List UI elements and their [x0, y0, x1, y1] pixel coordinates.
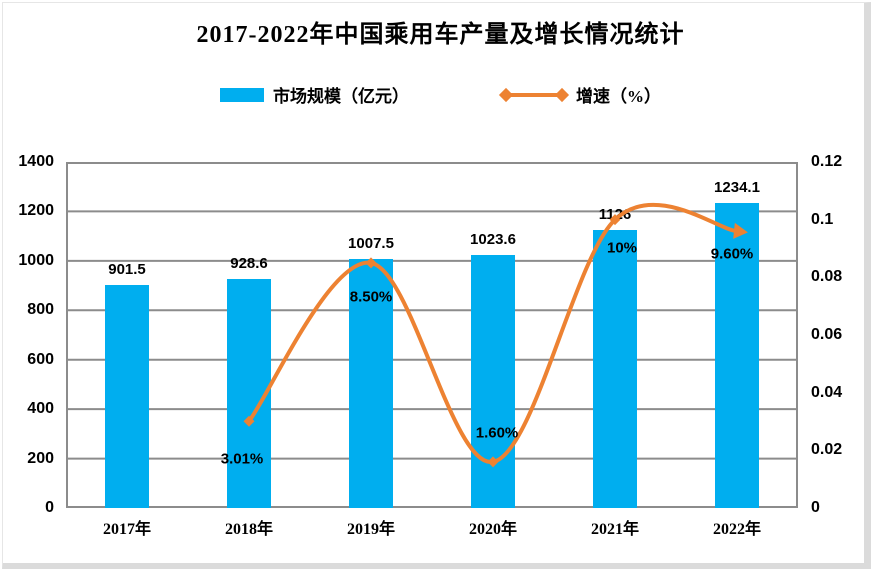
- growth-line: [243, 202, 748, 468]
- left-axis-tick: 1000: [18, 251, 54, 269]
- chart-title: 2017-2022年中国乘用车产量及增长情况统计: [196, 22, 685, 48]
- diamond-marker-icon: [365, 257, 377, 269]
- bar-series-swatch: [220, 87, 264, 102]
- diamond-marker-icon: [609, 214, 621, 226]
- line-segment-icon: [506, 92, 562, 97]
- line-end-arrow-icon: [733, 222, 748, 239]
- x-axis-label-2019年: 2019年: [346, 521, 396, 538]
- bars-layer: [66, 162, 798, 508]
- bar-value-label: 1023.6: [470, 231, 516, 249]
- right-axis-tick: 0.04: [811, 383, 843, 401]
- legend-label-market-size: 市场规模（亿元）: [273, 87, 409, 106]
- plot-area: 901.5928.61007.51023.611261234.13.01%8.5…: [18, 153, 842, 538]
- left-axis-tick: 0: [45, 499, 54, 516]
- bar-2022年: [715, 203, 759, 508]
- x-axis-label-2021年: 2021年: [590, 521, 640, 538]
- bar-2019年: [349, 259, 393, 508]
- right-axis-tick: 0.1: [811, 210, 834, 228]
- x-axis-label-2020年: 2020年: [468, 521, 518, 538]
- bar-2021年: [593, 229, 637, 508]
- growth-rate-label: 1.60%: [475, 424, 519, 442]
- line-series-swatch: [498, 87, 570, 102]
- bar-value-label: 1234.1: [714, 179, 760, 196]
- left-axis-tick: 200: [27, 449, 54, 467]
- right-axis-tick: 0: [811, 499, 820, 516]
- diamond-marker-icon: [243, 415, 255, 427]
- x-axis-label-2022年: 2022年: [712, 521, 762, 538]
- bar-2017年: [105, 285, 149, 508]
- growth-rate-label: 3.01%: [220, 450, 264, 468]
- x-axis-label-2018年: 2018年: [224, 521, 274, 538]
- right-axis-tick: 0.12: [811, 153, 843, 170]
- right-axis-tick: 0.08: [811, 268, 843, 286]
- x-axis-label-2017年: 2017年: [102, 521, 152, 538]
- legend-item-growth-rate: 增速（%）: [498, 82, 661, 107]
- growth-rate-label: 10%: [606, 239, 638, 257]
- left-axis-tick: 600: [27, 350, 54, 368]
- bar-value-label: 901.5: [108, 261, 146, 279]
- legend-item-market-size: 市场规模（亿元）: [220, 82, 409, 107]
- diamond-marker-icon: [498, 87, 514, 102]
- legend-label-growth-rate: 增速（%）: [576, 87, 661, 106]
- left-axis-tick: 1200: [18, 202, 54, 220]
- left-axis-tick: 1400: [18, 153, 54, 170]
- left-axis-tick: 400: [27, 400, 54, 418]
- left-axis-tick: 800: [27, 301, 54, 319]
- growth-rate-label: 9.60%: [710, 245, 754, 263]
- gridlines: [66, 162, 798, 508]
- right-axis-tick: 0.06: [811, 326, 843, 343]
- diamond-marker-icon: [487, 456, 499, 468]
- bar-value-label: 928.6: [230, 254, 268, 272]
- right-axis-tick: 0.02: [811, 441, 843, 459]
- diamond-marker-icon: [554, 87, 570, 102]
- legend: 市场规模（亿元） 增速（%）: [0, 82, 881, 107]
- bar-value-label: 1007.5: [348, 235, 394, 252]
- growth-rate-label: 8.50%: [349, 288, 393, 306]
